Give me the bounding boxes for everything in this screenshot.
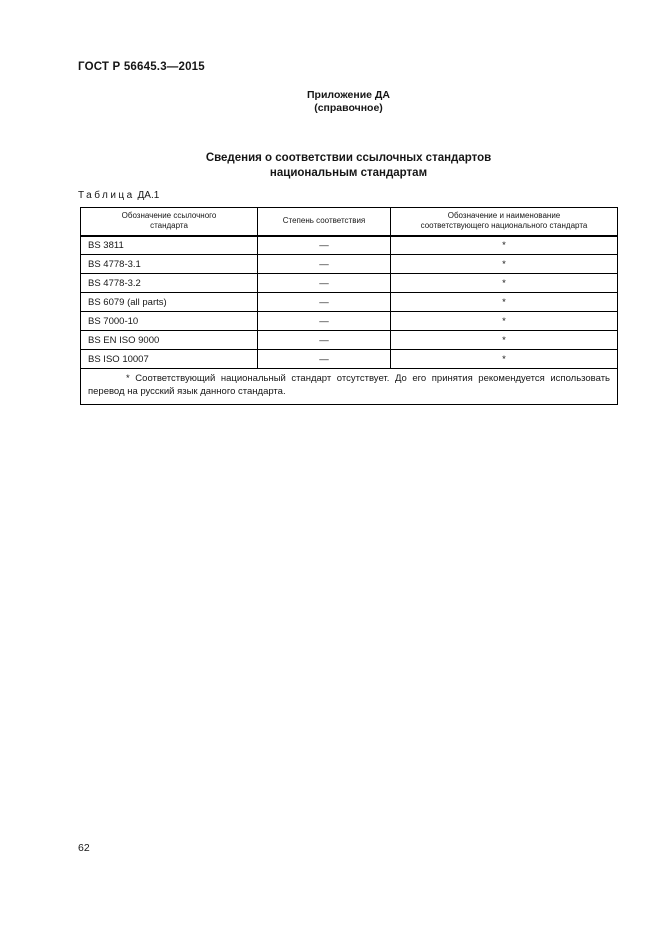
cell-standard: BS ISO 10007	[80, 349, 258, 369]
cell-degree: —	[257, 349, 391, 369]
table-row: BS 6079 (all parts) — *	[80, 292, 618, 312]
column-header-reference-standard: Обозначение ссылочного стандарта	[80, 207, 258, 237]
cell-national: *	[390, 349, 618, 369]
table-row: BS 4778-3.1 — *	[80, 254, 618, 274]
cell-standard: BS 6079 (all parts)	[80, 292, 258, 312]
table-header-row: Обозначение ссылочного стандарта Степень…	[80, 207, 618, 237]
appendix-heading: Приложение ДА (справочное)	[80, 89, 617, 115]
table-caption-number: ДА.1	[137, 190, 160, 201]
cell-national: *	[390, 292, 618, 312]
cell-standard: BS EN ISO 9000	[80, 330, 258, 350]
cell-national: *	[390, 254, 618, 274]
cell-degree: —	[257, 235, 391, 255]
cell-degree: —	[257, 254, 391, 274]
column-header-line: стандарта	[150, 221, 188, 231]
table-row: BS 7000-10 — *	[80, 311, 618, 331]
cell-national: *	[390, 273, 618, 293]
section-title-line2: национальным стандартам	[269, 167, 428, 179]
column-header-line: Степень соответствия	[282, 216, 366, 226]
appendix-title: Приложение ДА	[307, 89, 390, 101]
table-row: BS 4778-3.2 — *	[80, 273, 618, 293]
table-footnote: * Соответствующий национальный стандарт …	[80, 368, 618, 405]
correspondence-table: Обозначение ссылочного стандарта Степень…	[80, 207, 618, 405]
table-row: BS ISO 10007 — *	[80, 349, 618, 369]
cell-standard: BS 7000-10	[80, 311, 258, 331]
cell-standard: BS 4778-3.2	[80, 273, 258, 293]
column-header-line: Обозначение и наименование	[447, 211, 561, 221]
column-header-national-standard: Обозначение и наименование соответствующ…	[390, 207, 618, 237]
document-code: ГОСТ Р 56645.3—2015	[78, 61, 205, 73]
table-caption-word: Таблица	[78, 190, 135, 201]
section-title: Сведения о соответствии ссылочных станда…	[80, 151, 617, 181]
table-row: BS EN ISO 9000 — *	[80, 330, 618, 350]
column-header-line: соответствующего национального стандарта	[420, 221, 588, 231]
cell-degree: —	[257, 292, 391, 312]
cell-standard: BS 4778-3.1	[80, 254, 258, 274]
table-caption: Таблица ДА.1	[78, 190, 159, 201]
table-footnote-row: * Соответствующий национальный стандарт …	[80, 368, 618, 405]
cell-degree: —	[257, 311, 391, 331]
cell-degree: —	[257, 330, 391, 350]
page-number: 62	[78, 842, 90, 854]
table-row: BS 3811 — *	[80, 235, 618, 255]
cell-standard: BS 3811	[80, 235, 258, 255]
cell-national: *	[390, 330, 618, 350]
column-header-line: Обозначение ссылочного	[121, 211, 217, 221]
cell-national: *	[390, 311, 618, 331]
section-title-line1: Сведения о соответствии ссылочных станда…	[205, 152, 492, 164]
cell-national: *	[390, 235, 618, 255]
column-header-degree-of-correspondence: Степень соответствия	[257, 207, 391, 237]
appendix-subtitle: (справочное)	[314, 102, 383, 114]
cell-degree: —	[257, 273, 391, 293]
